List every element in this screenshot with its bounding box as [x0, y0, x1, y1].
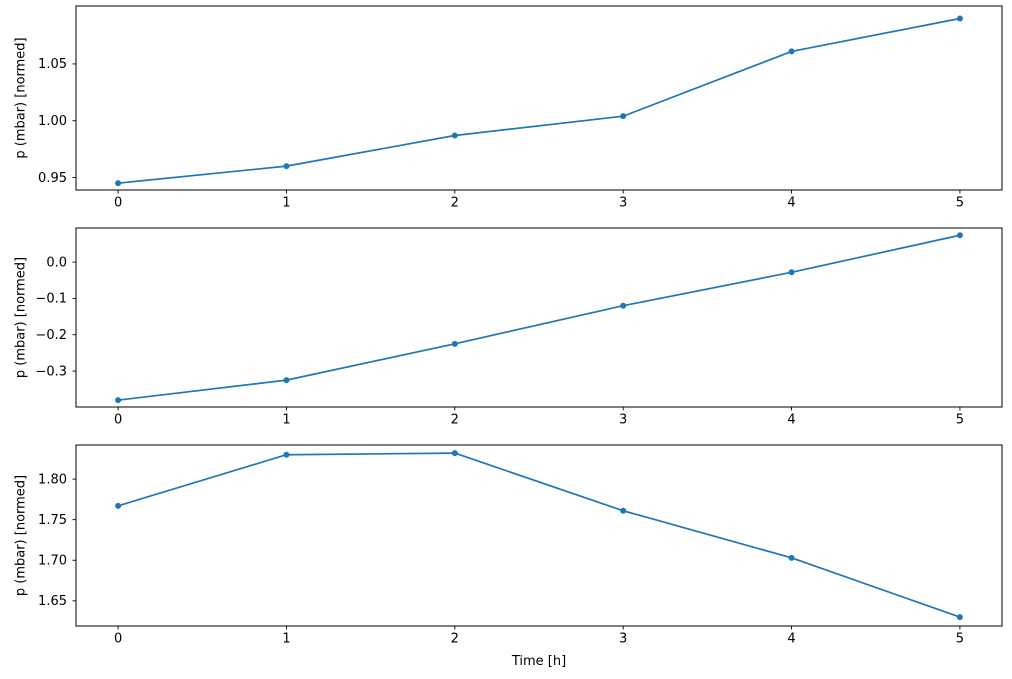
- data-point-marker: [283, 163, 290, 170]
- x-tick-label: 3: [619, 196, 627, 211]
- x-tick-label: 2: [451, 413, 459, 428]
- x-tick-label: 0: [114, 413, 122, 428]
- y-tick-label: −0.2: [35, 328, 67, 343]
- data-point-marker: [956, 232, 963, 239]
- y-tick-label: 1.80: [38, 472, 67, 487]
- axes-spines: [75, 444, 1003, 627]
- x-tick-label: 5: [956, 632, 964, 647]
- subplot-3: 1.65 1.70 1.75 1.80 p (mbar) [normed] Time [h…: [13, 444, 1003, 669]
- data-point-marker: [956, 614, 963, 621]
- x-tick-label: 2: [451, 196, 459, 211]
- data-point-marker: [115, 502, 122, 509]
- axes-spines: [75, 5, 1003, 191]
- data-point-marker: [788, 48, 795, 55]
- y-tick-label: 1.75: [38, 513, 67, 528]
- data-point-marker: [451, 450, 458, 457]
- x-tick-label: 4: [787, 196, 795, 211]
- x-tick-label: 1: [282, 632, 290, 647]
- y-axis-label: p (mbar) [normed]: [13, 257, 28, 378]
- data-point-marker: [451, 340, 458, 347]
- x-tick-label: 4: [787, 632, 795, 647]
- data-point-marker: [115, 397, 122, 404]
- y-tick-label: −0.1: [35, 292, 67, 307]
- x-tick-label: 3: [619, 632, 627, 647]
- x-tick-label: 1: [282, 196, 290, 211]
- x-tick-label: 0: [114, 632, 122, 647]
- data-point-marker: [956, 15, 963, 22]
- x-tick-label: 4: [787, 413, 795, 428]
- data-point-marker: [620, 113, 627, 120]
- axes-spines: [75, 227, 1003, 408]
- y-tick-label: 1.05: [38, 57, 67, 72]
- data-point-marker: [788, 269, 795, 276]
- data-point-marker: [788, 554, 795, 561]
- subplot-2: 0.0 −0.1 −0.2 −0.3 p (mbar) [normed]: [13, 227, 1003, 411]
- axes-background: [76, 445, 1002, 626]
- y-tick-label: −0.3: [35, 364, 67, 379]
- data-point-marker: [283, 451, 290, 458]
- data-point-marker: [620, 507, 627, 514]
- y-axis-label: p (mbar) [normed]: [13, 475, 28, 596]
- axes-background: [76, 228, 1002, 407]
- y-tick-label: 1.00: [38, 114, 67, 129]
- data-line: [117, 234, 961, 401]
- x-tick-label: 0: [114, 196, 122, 211]
- y-tick-label: 1.65: [38, 594, 67, 609]
- data-line: [117, 452, 961, 618]
- x-tick-label: 5: [956, 413, 964, 428]
- x-axis-label: Time [h]: [511, 654, 566, 669]
- x-tick-label: 2: [451, 632, 459, 647]
- x-tick-label: 3: [619, 413, 627, 428]
- y-tick-label: 0.95: [38, 171, 67, 186]
- y-axis-label: p (mbar) [normed]: [13, 37, 28, 158]
- subplot-1: 0.95 1.00 1.05 p (mbar) [normed]: [13, 5, 1003, 194]
- axes-background: [76, 6, 1002, 190]
- data-point-marker: [451, 132, 458, 139]
- x-tick-label: 1: [282, 413, 290, 428]
- data-line: [117, 17, 961, 185]
- x-tick-label: 5: [956, 196, 964, 211]
- y-tick-label: 0.0: [46, 255, 67, 270]
- data-point-marker: [283, 377, 290, 384]
- data-point-marker: [115, 180, 122, 187]
- data-point-marker: [620, 302, 627, 309]
- y-tick-label: 1.70: [38, 554, 67, 569]
